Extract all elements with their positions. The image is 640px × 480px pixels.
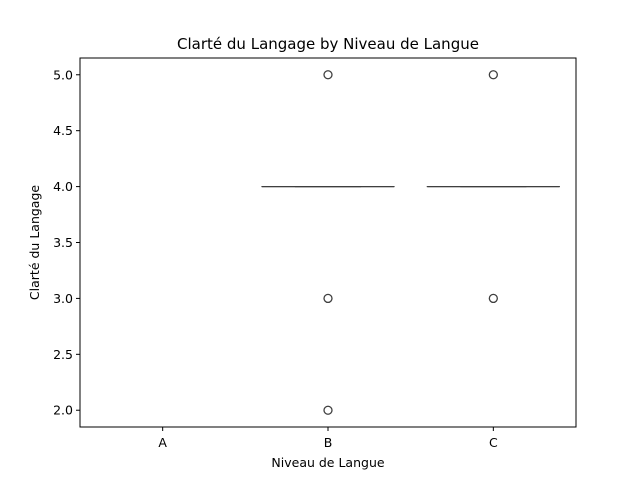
y-tick-label: 4.0 [53,179,73,194]
outlier-point-B [323,293,333,304]
outlier-point-C [488,70,498,80]
y-axis: 2.0 2.5 3.0 3.5 4.0 4.5 5.0 [53,67,80,418]
x-tick-label: A [158,435,167,450]
y-tick-label: 5.0 [53,67,73,82]
y-tick-label: 3.0 [53,291,73,306]
x-tick-label: C [489,435,498,450]
plot-frame [79,57,577,428]
y-tick-label: 2.0 [53,403,73,418]
y-tick-label: 3.5 [53,235,73,250]
chart-title: Clarté du Langage by Niveau de Langue [177,35,479,53]
x-axis: A B C [158,427,498,450]
x-axis-label: Niveau de Langue [271,455,384,470]
y-tick-label: 2.5 [53,347,73,362]
y-axis-label: Clarté du Langage [27,185,42,300]
plot-area [261,70,560,415]
x-tick-label: B [324,435,333,450]
outlier-point-C [488,293,498,304]
outlier-point-B [323,405,333,415]
outlier-point-B [323,70,333,80]
y-tick-label: 4.5 [53,123,73,138]
